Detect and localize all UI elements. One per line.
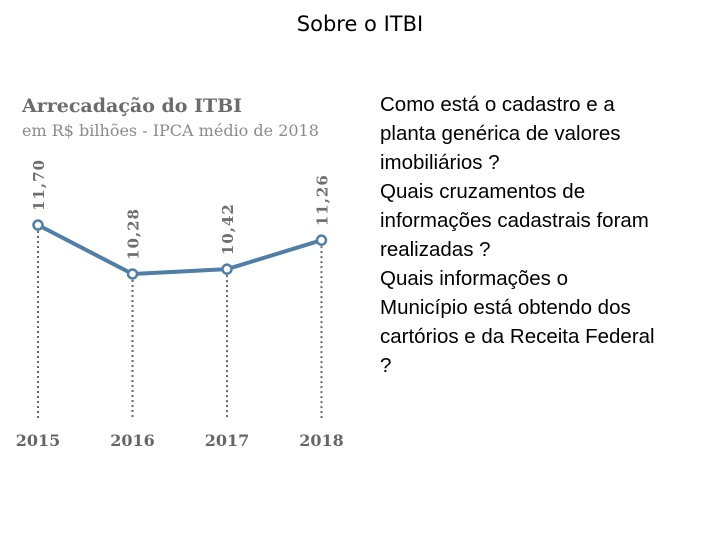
side-text-line: Município está obtendo dos (380, 296, 631, 319)
data-label: 11,26 (314, 174, 332, 226)
itbi-line-chart: 11,70 10,28 10,42 11,26 2015 2016 2017 2018 (16, 159, 344, 450)
side-text-line: Quais cruzamentos de (380, 180, 586, 203)
x-tick-label: 2015 (16, 431, 61, 450)
side-text-line: informações cadastrais foram (380, 209, 649, 232)
data-point (32, 219, 44, 231)
side-text-line: cartórios e da Receita Federal (380, 325, 655, 348)
slide-title: Sobre o ITBI (296, 12, 424, 36)
side-text-line: imobiliários ? (380, 151, 500, 174)
data-point (126, 268, 139, 280)
side-text-line: realizadas ? (380, 238, 491, 261)
side-text-line: ? (380, 354, 392, 377)
data-point (221, 263, 233, 275)
series-line (36, 223, 324, 276)
side-text-block: Como está o cadastro e a planta genérica… (380, 90, 710, 380)
data-label: 10,42 (219, 203, 237, 255)
x-tick-label: 2017 (205, 431, 250, 450)
chart-title: Arrecadação do ITBI (22, 95, 243, 117)
data-point (315, 234, 328, 246)
data-label: 10,28 (125, 208, 143, 260)
x-tick-label: 2016 (110, 431, 155, 450)
side-text-line: Como está o cadastro e a (380, 93, 615, 116)
side-text-line: Quais informações o (380, 267, 569, 290)
data-label: 11,70 (30, 159, 48, 211)
chart-subtitle: em R$ bilhões - IPCA médio de 2018 (22, 121, 319, 140)
x-tick-label: 2018 (299, 431, 344, 450)
side-text-line: planta genérica de valores (380, 122, 621, 145)
